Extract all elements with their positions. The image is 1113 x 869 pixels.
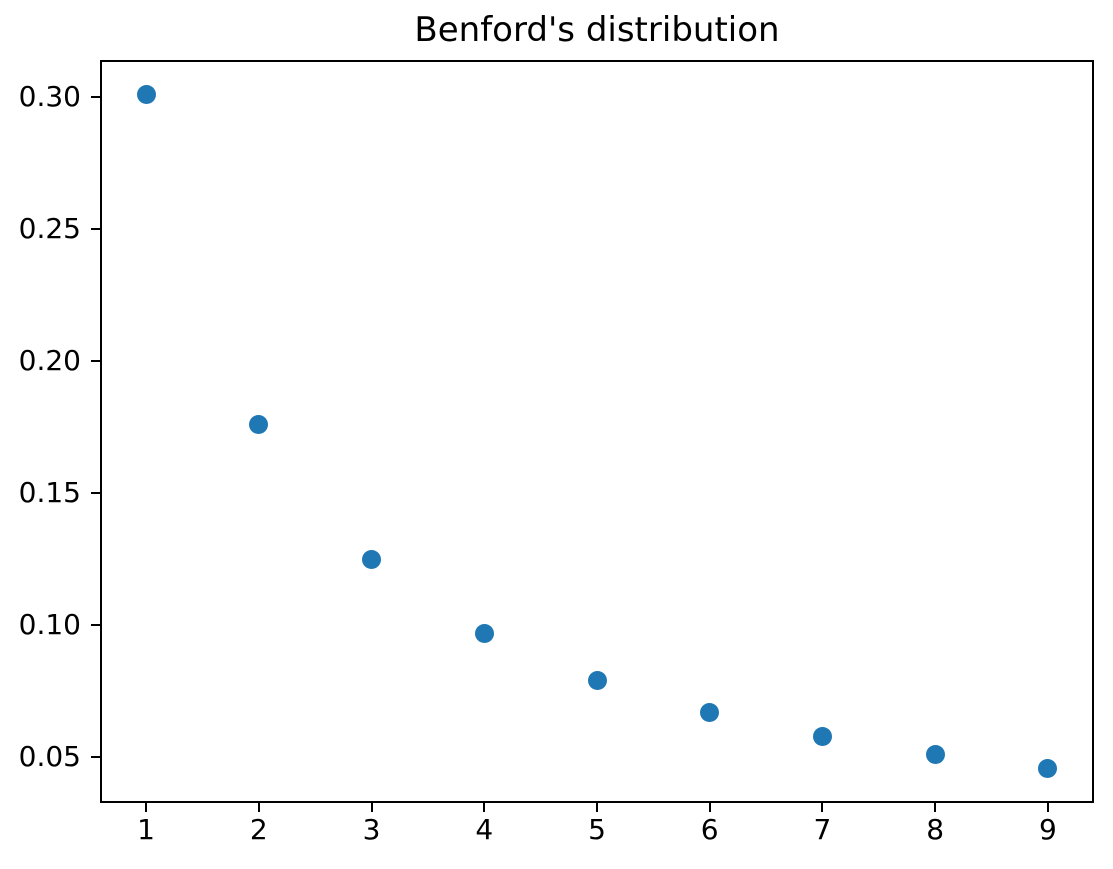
x-tick-label: 3 bbox=[362, 813, 381, 846]
x-tick-label: 5 bbox=[588, 813, 606, 846]
scatter-point bbox=[474, 623, 494, 643]
chart-title: Benford's distribution bbox=[414, 10, 780, 50]
x-tick-mark bbox=[708, 803, 711, 812]
scatter-point bbox=[700, 702, 720, 722]
x-tick-mark bbox=[257, 803, 260, 812]
y-tick-label: 0.15 bbox=[18, 476, 81, 510]
scatter-point bbox=[925, 744, 945, 764]
y-tick-mark bbox=[91, 360, 100, 363]
y-tick-mark bbox=[91, 96, 100, 99]
x-tick-label: 7 bbox=[813, 813, 832, 846]
y-tick-mark bbox=[91, 492, 100, 495]
x-tick-label: 8 bbox=[926, 813, 945, 846]
y-tick-label: 0.25 bbox=[18, 212, 81, 246]
axes-spine-box bbox=[100, 60, 1094, 803]
y-tick-label: 0.20 bbox=[18, 344, 81, 378]
x-tick-mark bbox=[370, 803, 373, 812]
x-tick-mark bbox=[934, 803, 937, 812]
x-tick-label: 6 bbox=[700, 813, 719, 846]
y-tick-mark bbox=[91, 228, 100, 231]
scatter-point bbox=[1038, 758, 1058, 778]
y-tick-mark bbox=[91, 756, 100, 759]
scatter-point bbox=[812, 726, 832, 746]
scatter-point bbox=[249, 414, 269, 434]
x-tick-mark bbox=[821, 803, 824, 812]
scatter-point bbox=[362, 549, 382, 569]
x-tick-label: 4 bbox=[475, 813, 494, 846]
scatter-point bbox=[136, 85, 156, 105]
y-tick-label: 0.10 bbox=[18, 608, 81, 642]
x-tick-mark bbox=[145, 803, 148, 812]
x-tick-mark bbox=[483, 803, 486, 812]
y-tick-label: 0.05 bbox=[18, 740, 81, 774]
y-tick-mark bbox=[91, 624, 100, 627]
x-tick-label: 1 bbox=[137, 813, 155, 846]
x-tick-label: 2 bbox=[249, 813, 268, 846]
x-tick-mark bbox=[1046, 803, 1049, 812]
x-tick-mark bbox=[596, 803, 598, 812]
x-tick-label: 9 bbox=[1038, 813, 1057, 846]
scatter-point bbox=[587, 670, 607, 690]
y-tick-label: 0.30 bbox=[18, 80, 81, 114]
